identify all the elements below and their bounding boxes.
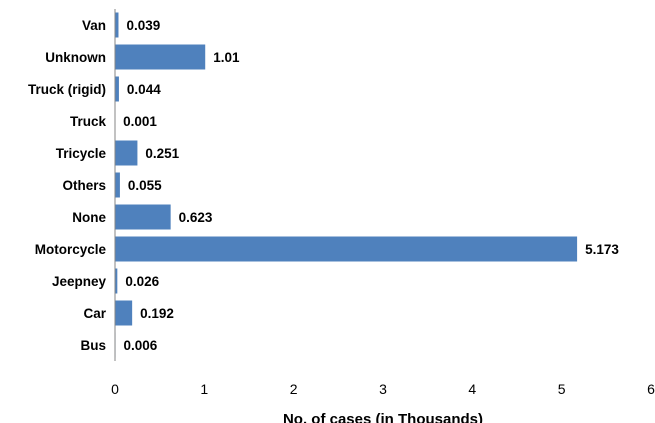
category-label: Bus: [80, 338, 106, 353]
data-label: 0.026: [125, 274, 159, 289]
category-label: None: [72, 210, 106, 225]
x-axis-title: No. of cases (in Thousands): [283, 411, 483, 423]
bar: [115, 44, 206, 70]
data-label: 1.01: [213, 50, 240, 65]
category-label: Jeepney: [52, 274, 107, 289]
category-label: Others: [62, 178, 106, 193]
category-label: Truck: [70, 114, 107, 129]
bar: [115, 76, 119, 102]
data-label: 0.623: [179, 210, 213, 225]
bar: [115, 268, 118, 294]
bar: [115, 236, 578, 262]
x-tick-labels: 0 1 2 3 4 5 6: [111, 381, 655, 397]
data-label: 0.039: [126, 18, 160, 33]
data-label: 0.006: [124, 338, 158, 353]
x-tick-label: 1: [200, 381, 208, 397]
category-labels: Van Unknown Truck (rigid) Truck Tricycle Othe…: [28, 18, 107, 353]
data-label: 0.251: [145, 146, 179, 161]
bar: [115, 204, 171, 230]
value-labels: 0.039 1.01 0.044 0.001 0.251 0.055 0.623 5.173 0…: [123, 18, 619, 353]
x-tick-label: 6: [647, 381, 655, 397]
category-label: Truck (rigid): [28, 82, 106, 97]
x-tick-label: 2: [290, 381, 298, 397]
data-label: 0.192: [140, 306, 174, 321]
bar: [115, 172, 120, 198]
category-label: Tricycle: [56, 146, 107, 161]
x-tick-label: 3: [379, 381, 387, 397]
category-label: Van: [82, 18, 106, 33]
category-label: Motorcycle: [35, 242, 107, 257]
data-label: 0.055: [128, 178, 162, 193]
data-label: 0.044: [127, 82, 161, 97]
bars-group: [115, 12, 578, 358]
category-label: Car: [83, 306, 106, 321]
x-tick-label: 4: [468, 381, 476, 397]
category-label: Unknown: [45, 50, 106, 65]
x-tick-label: 5: [558, 381, 566, 397]
bar: [115, 300, 133, 326]
data-label: 0.001: [123, 114, 157, 129]
bar: [115, 12, 119, 38]
data-label: 5.173: [585, 242, 619, 257]
bar: [115, 140, 138, 166]
x-tick-label: 0: [111, 381, 119, 397]
